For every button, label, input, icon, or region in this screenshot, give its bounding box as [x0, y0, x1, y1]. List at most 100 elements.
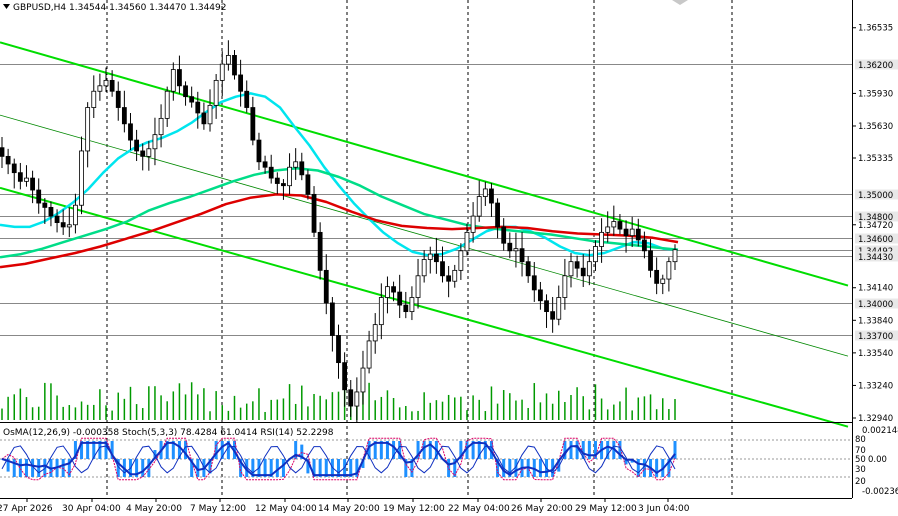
candle-body — [336, 335, 341, 364]
osma-bar — [177, 441, 181, 459]
osma-bar — [147, 459, 151, 477]
x-tick-label: 4 May 20:00 — [126, 504, 182, 514]
candle-body — [642, 239, 647, 252]
level-label: 1.34600 — [858, 235, 893, 245]
candle-body — [85, 107, 91, 152]
x-tick-label: 3 Jun 04:00 — [638, 504, 690, 514]
x-tick-label: 14 May 20:00 — [318, 504, 380, 514]
candle-body — [354, 391, 360, 407]
x-tick-label: 22 May 04:00 — [448, 504, 510, 514]
candle-body — [189, 96, 195, 103]
x-tick-label: 7 May 12:00 — [190, 504, 246, 514]
osma-bar — [196, 459, 200, 477]
trade-arrow-icon[interactable] — [672, 0, 688, 5]
osma-bar — [642, 459, 646, 477]
osma-bar — [459, 441, 463, 459]
osma-bar — [275, 459, 279, 477]
candle-body — [617, 221, 623, 230]
candle-body — [103, 79, 109, 87]
candle-body — [635, 228, 641, 241]
candle-body — [556, 297, 562, 320]
candle-body — [158, 117, 164, 136]
candle-body — [11, 163, 17, 174]
osma-bar — [110, 441, 114, 459]
medium-ema-line — [0, 167, 679, 259]
candle-body — [538, 289, 543, 302]
candle-body — [42, 202, 48, 208]
osma-max-label: 0.0021487 — [862, 426, 898, 436]
symbol-line: GBPUSD,H4 1.34544 1.34560 1.34470 1.3449… — [13, 3, 226, 13]
candle-body — [562, 275, 568, 298]
osma-bar — [141, 459, 145, 477]
level-label: 1.34800 — [858, 213, 893, 223]
candle-body — [281, 183, 286, 187]
osma-bar — [538, 459, 542, 477]
candle-body — [574, 261, 580, 269]
osma-bar — [245, 459, 249, 477]
osma-bar — [92, 441, 96, 459]
osma-min-label: -0.002361 — [862, 487, 898, 497]
candle-body — [593, 246, 598, 263]
osma-bar — [428, 441, 432, 459]
osma-bar — [569, 441, 573, 459]
osma-bar — [392, 441, 396, 459]
osma-bar — [361, 459, 365, 468]
candle-body — [311, 193, 317, 233]
osma-bar — [379, 441, 383, 459]
osma-bar — [471, 441, 475, 459]
level-label-box — [855, 251, 898, 262]
candle-body — [79, 150, 84, 206]
candle-body — [654, 269, 660, 284]
indicator-axis-labels: 0.0021487 80 70 50 0.00 30 20 -0.002361 — [855, 426, 898, 497]
candle-body — [0, 147, 5, 157]
y-tick-label: 1.35630 — [858, 122, 893, 132]
candle-body — [329, 302, 335, 336]
candle-body — [305, 174, 311, 195]
candle-body — [115, 90, 121, 108]
candle-body — [91, 90, 97, 108]
osma-bar — [587, 441, 591, 459]
osma-bar — [337, 459, 340, 477]
candle-body — [378, 297, 384, 326]
candle-body — [391, 286, 396, 293]
candle-body — [464, 231, 470, 252]
osma-bar — [24, 459, 28, 477]
osma-bar — [563, 441, 567, 459]
candle-body — [507, 242, 513, 252]
candle-body — [531, 275, 537, 291]
osma-bar — [404, 459, 408, 477]
candle-body — [238, 74, 244, 92]
dropdown-triangle-icon[interactable] — [3, 4, 10, 9]
candle-body — [672, 249, 678, 263]
candle-body — [513, 248, 519, 252]
candle-body — [385, 286, 390, 298]
candle-body — [317, 231, 323, 271]
candle-body — [73, 204, 78, 226]
candle-body — [268, 166, 274, 179]
candle-body — [256, 139, 262, 163]
osma-bar — [214, 441, 218, 459]
fast-ema-line — [0, 92, 679, 257]
x-tick-label: 26 May 20:00 — [511, 504, 573, 514]
osma-bar — [514, 459, 518, 477]
candle-body — [501, 226, 507, 244]
y-tick-label: 1.33540 — [858, 349, 893, 359]
osma-bar — [135, 459, 139, 477]
symbol-header[interactable]: GBPUSD,H4 1.34544 1.34560 1.34470 1.3449… — [3, 3, 226, 13]
candle-body — [452, 269, 458, 282]
time-axis-ticks: 27 Apr 2026 30 Apr 04:00 4 May 20:00 7 May … — [0, 498, 690, 514]
osma-bar — [226, 441, 230, 459]
candle-body — [372, 324, 378, 342]
y-tick-label: 1.32940 — [858, 414, 893, 424]
candle-body — [48, 207, 54, 217]
osma-bar — [630, 459, 634, 463]
candle-body — [219, 63, 225, 81]
osma-bar — [171, 441, 175, 459]
level-lines — [0, 64, 852, 336]
osma-bar — [624, 459, 628, 465]
osma-bar — [349, 459, 353, 477]
candle-body — [629, 228, 635, 237]
candle-body — [128, 123, 133, 141]
candle-body — [433, 253, 439, 263]
